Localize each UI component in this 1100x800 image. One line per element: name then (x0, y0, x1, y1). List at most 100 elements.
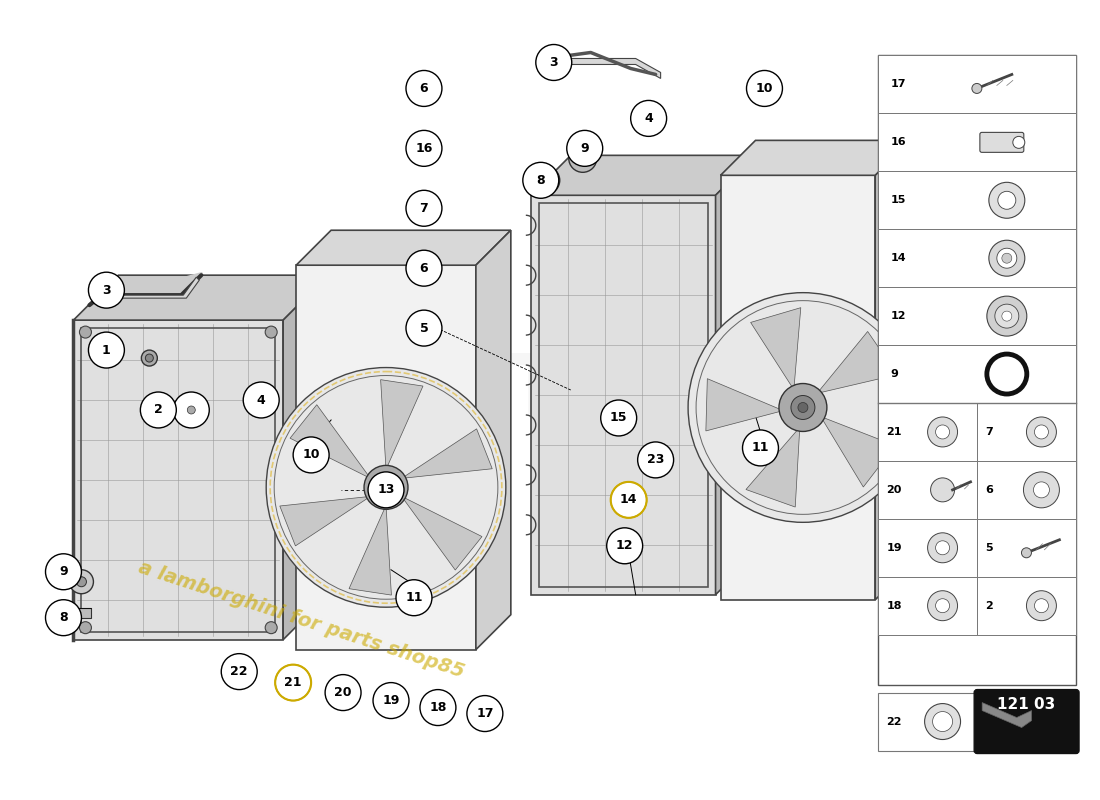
Circle shape (266, 367, 506, 607)
Circle shape (987, 296, 1026, 336)
Polygon shape (402, 496, 482, 570)
Circle shape (141, 392, 176, 428)
Circle shape (466, 695, 503, 731)
Text: 14: 14 (620, 494, 637, 506)
Bar (878, 55, 1076, 685)
Circle shape (569, 144, 596, 172)
Text: 16: 16 (890, 138, 906, 147)
Circle shape (382, 483, 390, 491)
Bar (977, 403, 1076, 461)
Circle shape (406, 310, 442, 346)
Circle shape (936, 598, 949, 613)
Circle shape (566, 130, 603, 166)
Circle shape (689, 293, 917, 522)
Bar (878, 171, 1076, 230)
Polygon shape (531, 195, 715, 594)
Text: 19: 19 (887, 542, 902, 553)
Circle shape (326, 674, 361, 710)
Polygon shape (402, 429, 492, 478)
Bar (878, 55, 1076, 114)
Circle shape (927, 533, 958, 562)
Circle shape (79, 622, 91, 634)
Circle shape (187, 406, 196, 414)
Circle shape (1033, 482, 1049, 498)
Text: 23: 23 (647, 454, 664, 466)
Polygon shape (715, 155, 756, 594)
Text: 6: 6 (419, 262, 428, 274)
Text: 15: 15 (609, 411, 627, 425)
Circle shape (972, 83, 982, 94)
Circle shape (925, 703, 960, 739)
Text: ETKSPORTS: ETKSPORTS (77, 350, 625, 430)
Circle shape (531, 166, 560, 194)
Circle shape (927, 417, 958, 447)
Polygon shape (381, 380, 424, 470)
Text: 9: 9 (59, 566, 68, 578)
Circle shape (243, 382, 279, 418)
Bar (878, 345, 1076, 403)
Text: 1: 1 (102, 343, 111, 357)
Circle shape (1002, 311, 1012, 321)
Circle shape (989, 240, 1025, 276)
Bar (977, 519, 1076, 577)
Circle shape (293, 437, 329, 473)
Circle shape (406, 130, 442, 166)
Text: 21: 21 (285, 676, 301, 689)
Bar (878, 230, 1076, 287)
Circle shape (1023, 472, 1059, 508)
Bar (878, 519, 977, 577)
Circle shape (936, 541, 949, 554)
Text: 9: 9 (890, 369, 899, 379)
Text: 13: 13 (377, 483, 395, 496)
Bar (81, 328, 275, 632)
Text: 6: 6 (419, 82, 428, 95)
Circle shape (927, 590, 958, 621)
Polygon shape (476, 230, 510, 650)
Polygon shape (91, 277, 199, 298)
Bar (74, 608, 91, 618)
Text: 18: 18 (429, 701, 447, 714)
Circle shape (578, 154, 587, 163)
Polygon shape (876, 140, 911, 600)
Circle shape (630, 101, 667, 136)
Circle shape (607, 528, 642, 564)
Text: 5: 5 (419, 322, 428, 334)
Polygon shape (556, 58, 661, 78)
Circle shape (257, 394, 270, 406)
Circle shape (998, 191, 1015, 210)
Circle shape (747, 70, 782, 106)
Circle shape (1013, 136, 1025, 148)
Text: 20: 20 (334, 686, 352, 699)
Circle shape (540, 174, 552, 186)
Circle shape (987, 354, 1026, 394)
Circle shape (1002, 254, 1012, 263)
Text: 12: 12 (616, 539, 634, 552)
Polygon shape (720, 175, 876, 600)
Circle shape (601, 400, 637, 436)
Circle shape (406, 250, 442, 286)
Circle shape (88, 272, 124, 308)
Text: 8: 8 (59, 611, 68, 624)
Circle shape (1026, 417, 1056, 447)
Text: 16: 16 (416, 142, 432, 155)
Polygon shape (746, 427, 800, 507)
Text: 11: 11 (751, 442, 769, 454)
Polygon shape (290, 405, 371, 478)
Polygon shape (296, 265, 476, 650)
Bar (878, 287, 1076, 345)
Circle shape (989, 182, 1025, 218)
Circle shape (522, 162, 559, 198)
Text: 22: 22 (887, 717, 902, 726)
Polygon shape (283, 275, 328, 640)
Circle shape (1034, 425, 1048, 439)
Text: 22: 22 (231, 665, 248, 678)
Polygon shape (706, 378, 783, 431)
Circle shape (536, 45, 572, 81)
Circle shape (420, 690, 455, 726)
Circle shape (275, 665, 311, 701)
Circle shape (368, 472, 404, 508)
Bar (539, 203, 707, 586)
Bar (878, 403, 977, 461)
Circle shape (88, 332, 124, 368)
Bar (977, 461, 1076, 519)
